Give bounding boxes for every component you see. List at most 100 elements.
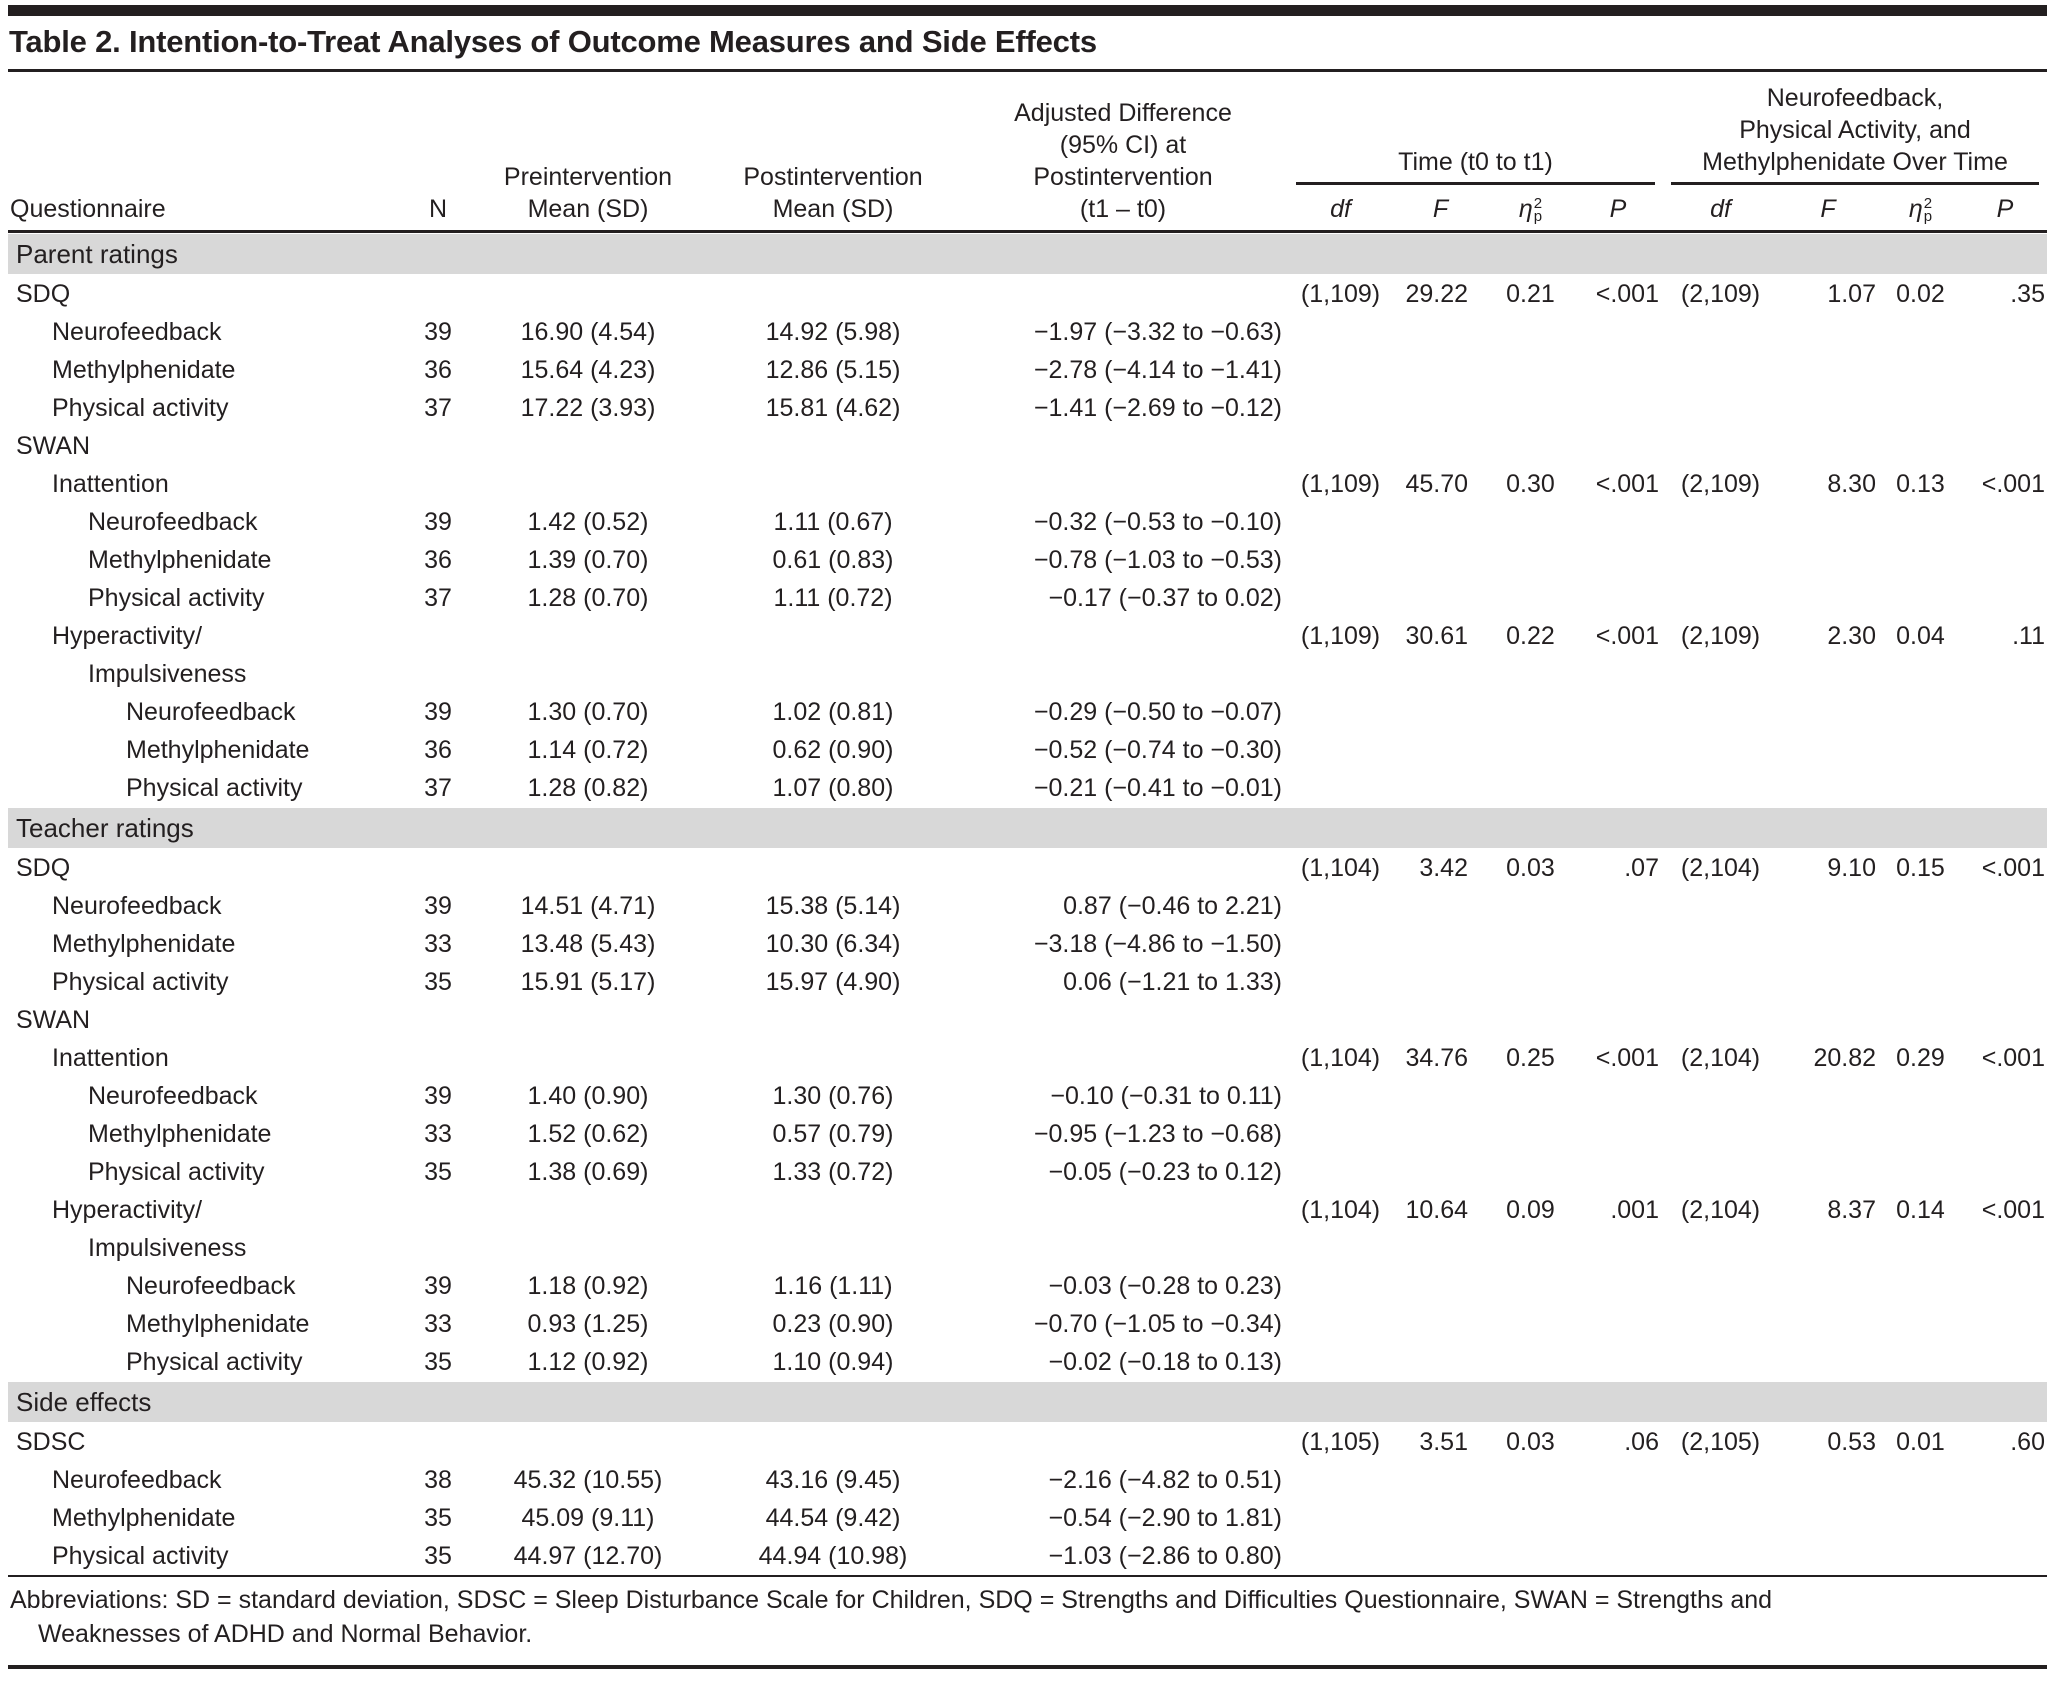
cell-df2 [1663, 389, 1778, 427]
cell-eta1 [1488, 1077, 1573, 1115]
adjusted-difference-header: Adjusted Difference (95% CI) at Postinte… [1014, 99, 1232, 223]
cell-pre: 16.90 (4.54) [520, 318, 656, 346]
cell-df1: (1,104) [1300, 1044, 1381, 1072]
cell-eta1 [1488, 1499, 1573, 1537]
cell-p2 [1963, 541, 2047, 579]
cell-df1: (1,109) [1300, 280, 1381, 308]
postintervention-header: Postintervention Mean (SD) [743, 163, 923, 223]
time-group-label: Time (t0 to t1) [1398, 148, 1553, 176]
cell-df1 [1288, 541, 1393, 579]
cell-eta2 [1878, 1267, 1963, 1305]
cell-n: 39 [424, 508, 452, 536]
cell-eta2 [1878, 351, 1963, 389]
cell-eta2 [1878, 1001, 1963, 1039]
cell-n: 39 [424, 1082, 452, 1110]
cell-n: 36 [424, 736, 452, 764]
section-header-side-effects: Side effects [8, 1382, 2047, 1422]
table-row: Methylphenidate 33 0.93 (1.25) 0.23 (0.90) −… [8, 1305, 2047, 1343]
cell-df1 [1288, 769, 1393, 807]
cell-df1 [1288, 1077, 1393, 1115]
cell-eta1 [1488, 731, 1573, 769]
cell-p2 [1963, 1153, 2047, 1191]
cell-eta2 [1878, 655, 1963, 693]
cell-pre: 1.12 (0.92) [527, 1348, 649, 1376]
cell-p2 [1963, 1077, 2047, 1115]
cell-post [708, 849, 958, 887]
cell-p2 [1963, 925, 2047, 963]
cell-n [408, 655, 468, 693]
cell-post: 15.97 (4.90) [765, 968, 901, 996]
table-row: Physical activity 37 1.28 (0.70) 1.11 (0.72… [8, 579, 2047, 617]
cell-p2 [1963, 1267, 2047, 1305]
cell-p2 [1963, 1305, 2047, 1343]
cell-n [408, 427, 468, 465]
cell-eta2 [1878, 1343, 1963, 1381]
cell-eta1 [1488, 1537, 1573, 1575]
cell-f1 [1393, 731, 1488, 769]
cell-f1 [1393, 541, 1488, 579]
cell-label: Methylphenidate [52, 1504, 236, 1532]
table-row: Physical activity 37 17.22 (3.93) 15.81 (4.… [8, 389, 2047, 427]
cell-p1 [1573, 655, 1663, 693]
cell-df2 [1663, 1153, 1778, 1191]
cell-p1 [1573, 963, 1663, 1001]
cell-eta1: 0.30 [1506, 470, 1555, 498]
cell-df1: (1,104) [1300, 1196, 1381, 1224]
cell-pre: 1.42 (0.52) [527, 508, 649, 536]
cell-n: 39 [424, 318, 452, 346]
cell-eta2: 0.29 [1896, 1044, 1945, 1072]
cell-f1 [1393, 1153, 1488, 1191]
cell-eta1 [1488, 541, 1573, 579]
cell-diff [958, 275, 1288, 313]
table-row: Neurofeedback 39 16.90 (4.54) 14.92 (5.98) −… [8, 313, 2047, 351]
cell-diff: −0.78 (−1.03 to −0.53) [1033, 546, 1282, 574]
table-row: Impulsiveness [8, 1229, 2047, 1267]
cell-f2 [1778, 693, 1878, 731]
cell-post: 1.33 (0.72) [772, 1158, 894, 1186]
cell-n: 35 [424, 1158, 452, 1186]
cell-df1: (1,109) [1300, 622, 1381, 650]
cell-n: 37 [424, 394, 452, 422]
preintervention-header: Preintervention Mean (SD) [503, 163, 673, 223]
cell-df2: (2,109) [1680, 470, 1761, 498]
cell-n: 39 [424, 1272, 452, 1300]
cell-f1 [1393, 963, 1488, 1001]
cell-p1 [1573, 1343, 1663, 1381]
cell-df2: (2,109) [1680, 280, 1761, 308]
cell-post [708, 1039, 958, 1077]
cell-diff: −0.21 (−0.41 to −0.01) [1033, 774, 1282, 802]
cell-post: 1.16 (1.11) [773, 1272, 893, 1300]
cell-diff: −0.70 (−1.05 to −0.34) [1033, 1310, 1282, 1338]
cell-f2: 2.30 [1827, 622, 1876, 650]
cell-p2 [1963, 1461, 2047, 1499]
cell-df1 [1288, 1115, 1393, 1153]
cell-df2 [1663, 1001, 1778, 1039]
cell-p1 [1573, 1267, 1663, 1305]
cell-post [708, 617, 958, 655]
table-row: Inattention (1,104) 34.76 0.25 <.001 (2,104) 2… [8, 1039, 2047, 1077]
cell-label: Methylphenidate [88, 1120, 272, 1148]
cell-p1 [1573, 1115, 1663, 1153]
table-row: Physical activity 35 44.97 (12.70) 44.94 (1… [8, 1537, 2047, 1575]
cell-eta1: 0.09 [1506, 1196, 1555, 1224]
cell-df2 [1663, 693, 1778, 731]
cell-n [408, 1229, 468, 1267]
eta-subscript: p [1533, 208, 1543, 225]
cell-pre: 14.51 (4.71) [520, 892, 656, 920]
cell-post: 1.11 (0.72) [773, 584, 893, 612]
cell-diff [958, 1191, 1288, 1229]
cell-p2: <.001 [1981, 470, 2045, 498]
table-row: Neurofeedback 39 1.30 (0.70) 1.02 (0.81) −0.… [8, 693, 2047, 731]
cell-f2 [1778, 887, 1878, 925]
time-group-underline [1296, 182, 1655, 185]
cell-diff: −0.10 (−0.31 to 0.11) [1050, 1082, 1282, 1110]
cell-pre: 1.52 (0.62) [527, 1120, 649, 1148]
cell-post: 0.57 (0.79) [772, 1120, 894, 1148]
cell-pre: 1.28 (0.82) [527, 774, 649, 802]
cell-p1 [1573, 1537, 1663, 1575]
cell-label: Physical activity [126, 1348, 303, 1376]
cell-p2 [1963, 1499, 2047, 1537]
cell-label: Methylphenidate [88, 546, 272, 574]
cell-f2 [1778, 925, 1878, 963]
